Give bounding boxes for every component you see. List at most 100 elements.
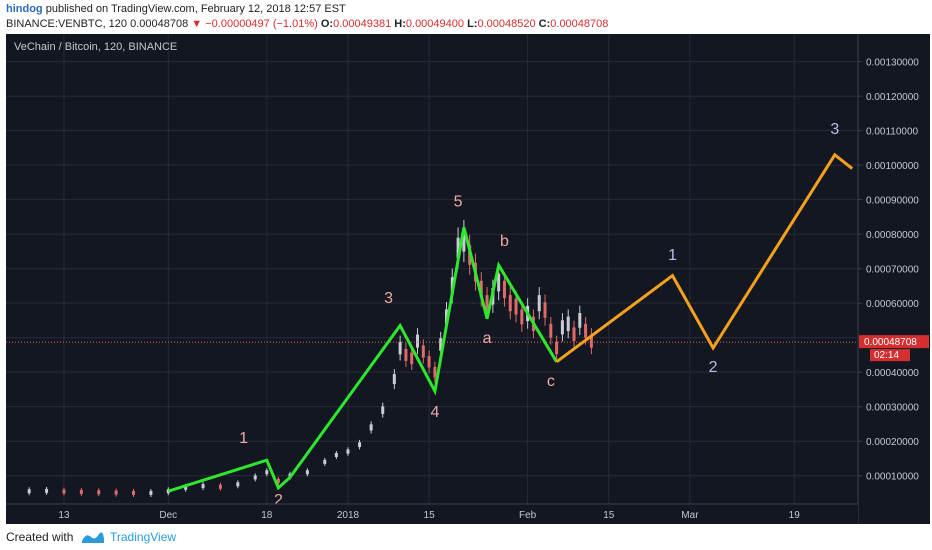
candle-body — [560, 320, 564, 335]
close-label: C: — [538, 18, 551, 30]
candle-body — [346, 449, 350, 454]
wave-label: 2 — [274, 492, 283, 509]
y-tick-label: 0.00120000 — [866, 92, 919, 103]
price-tag-value: 0.00048708 — [864, 337, 917, 348]
candle-body — [427, 356, 431, 368]
down-arrow-icon: ▼ — [191, 18, 203, 30]
wave-label: 4 — [430, 404, 439, 421]
open-value: 0.00049381 — [333, 18, 392, 30]
candle-body — [97, 490, 101, 495]
candle-body — [549, 323, 553, 338]
candle-body — [358, 442, 362, 448]
candle-body — [381, 406, 385, 414]
footer: Created with TradingView — [0, 524, 932, 550]
countdown-box — [870, 349, 910, 362]
y-tick-label: 0.00130000 — [866, 58, 919, 69]
candle-body — [410, 352, 414, 365]
wave-lines — [167, 152, 854, 493]
price-axis[interactable] — [858, 34, 930, 524]
y-tick-label: 0.00020000 — [866, 437, 919, 448]
x-tick-label: 15 — [424, 510, 436, 521]
y-tick-label: 0.00040000 — [866, 368, 919, 379]
publish-info: hindog published on TradingView.com, Feb… — [6, 3, 346, 15]
projection-line — [555, 152, 854, 364]
high-label: H: — [394, 18, 406, 30]
tradingview-brand[interactable]: TradingView — [110, 530, 177, 544]
candle-body — [305, 470, 309, 475]
wave-label: 1 — [668, 247, 677, 264]
x-tick-label: Feb — [519, 510, 537, 521]
candle-body — [537, 295, 541, 312]
price-chart[interactable]: 1 2 3 4 5 a b c 1 2 3 0.00010000 0.00020000 0.000300… — [6, 34, 930, 524]
candle-body — [323, 459, 327, 464]
x-tick-labels: 13 Dec 18 2018 15 Feb 15 Mar 19 — [58, 510, 800, 521]
x-tick-label: 18 — [261, 510, 273, 521]
x-tick-label: 2018 — [337, 510, 360, 521]
grid-lines — [6, 34, 858, 504]
candle-body — [79, 489, 83, 494]
candle-body — [433, 366, 437, 378]
impulse_abc-line — [167, 226, 558, 493]
y-tick-label: 0.00100000 — [866, 161, 919, 172]
y-tick-label: 0.00090000 — [866, 196, 919, 207]
candle-body — [392, 374, 396, 385]
candle-body — [398, 341, 402, 355]
candle-body — [520, 309, 524, 325]
wave-label: c — [547, 373, 555, 390]
y-tick-label: 0.00060000 — [866, 299, 919, 310]
candle-body — [201, 484, 205, 489]
price-tag-box — [859, 335, 929, 349]
candle-body — [132, 490, 136, 495]
candle-body — [555, 341, 559, 355]
candle-body — [584, 323, 588, 338]
wave-label: 1 — [239, 430, 248, 447]
candle-body — [508, 295, 512, 312]
y-tick-label: 0.00070000 — [866, 265, 919, 276]
y-tick-labels: 0.00010000 0.00020000 0.00030000 0.00040000… — [858, 58, 919, 483]
x-tick-label: Dec — [159, 510, 177, 521]
price-change: −0.00000497 (−1.01%) — [205, 18, 318, 30]
symbol-label: BINANCE:VENBTC, 120 — [6, 18, 128, 30]
candle-body — [456, 237, 460, 259]
candle-body — [514, 298, 518, 315]
candle-body — [497, 273, 501, 292]
candle-body — [276, 478, 280, 483]
author-link[interactable]: hindog — [6, 3, 43, 15]
candle-body — [62, 489, 66, 494]
candle-body — [218, 484, 222, 489]
high-value: 0.00049400 — [405, 18, 465, 30]
candle-body — [462, 230, 466, 252]
close-value: 0.00048708 — [550, 18, 609, 30]
x-tick-label: 15 — [603, 510, 615, 521]
candle-body — [166, 489, 170, 494]
wave-label: 3 — [384, 290, 393, 307]
time-axis[interactable] — [6, 504, 858, 524]
candle-body — [404, 348, 408, 361]
tradingview-logo-icon[interactable] — [80, 529, 106, 545]
wave-label: 2 — [709, 359, 718, 376]
y-tick-label: 0.00110000 — [866, 127, 919, 138]
y-tick-label: 0.00080000 — [866, 230, 919, 241]
wave-label: 5 — [454, 194, 463, 211]
price-tag: 0.00048708 02:14 — [859, 335, 929, 362]
candle-body — [27, 489, 31, 494]
candle-body — [421, 345, 425, 358]
x-tick-label: Mar — [681, 510, 699, 521]
candle-body — [502, 280, 506, 298]
ohlc-bar: BINANCE:VENBTC, 120 0.00048708 ▼ −0.0000… — [6, 18, 608, 30]
candle-body — [572, 327, 576, 342]
x-tick-label: 13 — [58, 510, 70, 521]
candle-body — [45, 488, 49, 493]
candle-body — [578, 313, 582, 328]
chart-title: VeChain / Bitcoin, 120, BINANCE — [14, 41, 177, 53]
published-text: published on TradingView.com, February 1… — [45, 3, 346, 15]
candle-body — [236, 482, 240, 487]
y-tick-label: 0.00010000 — [866, 472, 919, 483]
chart-header: hindog published on TradingView.com, Feb… — [0, 0, 932, 34]
countdown-value: 02:14 — [874, 350, 899, 361]
candle-body — [114, 490, 118, 495]
created-with-text: Created with — [6, 530, 74, 544]
open-label: O: — [320, 18, 334, 30]
low-value: 0.00048520 — [477, 18, 536, 30]
candle-body — [589, 334, 593, 348]
